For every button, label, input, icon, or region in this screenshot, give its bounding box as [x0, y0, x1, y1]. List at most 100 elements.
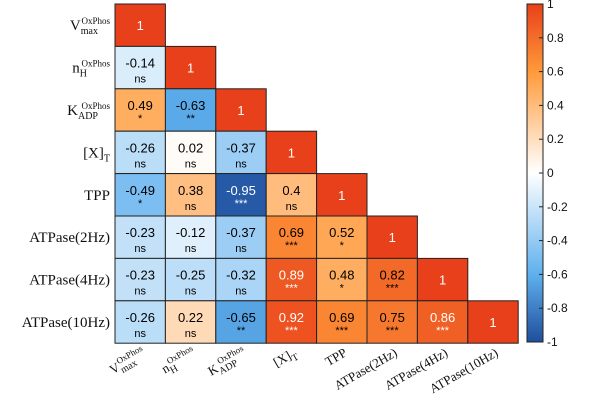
- cell-5-3: [265, 215, 318, 259]
- value-label-4-1: 0.38: [178, 183, 203, 198]
- colorbar-tick-label-4: 0.2: [547, 132, 564, 146]
- value-label-2-0: 0.49: [128, 98, 153, 113]
- significance-label-3-1: ns: [185, 158, 197, 170]
- cell-7-0: [114, 300, 166, 344]
- significance-label-5-4: *: [340, 240, 345, 252]
- cell-7-7: [467, 300, 519, 344]
- significance-label-7-6: ***: [436, 325, 450, 337]
- row-label-4: TPP: [84, 188, 110, 204]
- cell-5-1: [164, 215, 217, 259]
- value-label-6-0: -0.23: [125, 268, 155, 283]
- colorbar-tick-label-10: -1: [547, 335, 558, 349]
- value-label-1-0: -0.14: [125, 56, 155, 71]
- column-label-3: [X]T: [270, 345, 300, 374]
- colorbar-tick-label-6: -0.2: [547, 200, 568, 214]
- column-label-4: TPP: [322, 345, 349, 369]
- colorbar-tick-label-9: -0.8: [547, 301, 568, 315]
- value-label-3-2: -0.37: [226, 140, 256, 155]
- significance-label-4-1: ns: [185, 201, 197, 213]
- colorbar-tick-label-3: 0.4: [547, 98, 564, 112]
- value-label-3-0: -0.26: [125, 140, 155, 155]
- cell-7-2: [215, 300, 267, 344]
- value-label-6-1: -0.25: [176, 268, 206, 283]
- row-labels: VmaxOxPhos nHOxPhos KADPOxPhos [X]T TPP ATPas…: [22, 16, 111, 331]
- value-label-7-3: 0.92: [279, 310, 304, 325]
- row-label-1: nHOxPhos: [72, 59, 110, 80]
- significance-label-4-3: ns: [286, 201, 298, 213]
- cell-4-3: [265, 173, 318, 217]
- cell-4-1: [164, 173, 217, 217]
- significance-label-5-3: ***: [285, 240, 299, 252]
- cell-7-6: [416, 300, 469, 344]
- value-label-4-3: 0.4: [282, 183, 300, 198]
- colorbar-tick-label-8: -0.6: [547, 267, 568, 281]
- significance-label-7-1: ns: [185, 328, 197, 340]
- significance-label-7-0: ns: [134, 328, 146, 340]
- cell-6-5: [366, 257, 418, 302]
- significance-label-2-1: **: [186, 113, 195, 125]
- colorbar-tick-label-5: 0: [547, 166, 554, 180]
- column-label-2: KADPOxPhos: [204, 343, 251, 382]
- significance-label-7-3: ***: [285, 325, 299, 337]
- cell-5-4: [316, 215, 368, 259]
- value-label-5-2: -0.37: [226, 225, 256, 240]
- cell-6-6: [416, 257, 469, 302]
- row-label-0: VmaxOxPhos: [70, 16, 111, 37]
- significance-label-5-1: ns: [185, 243, 197, 255]
- significance-label-7-5: ***: [386, 325, 400, 337]
- cell-5-5: [366, 215, 418, 259]
- colorbar-tick-label-2: 0.6: [547, 65, 564, 79]
- column-label-0: VmaxOxPhos: [106, 343, 150, 381]
- significance-label-5-0: ns: [134, 243, 146, 255]
- value-label-7-5: 0.75: [380, 310, 405, 325]
- value-label-3-1: 0.02: [178, 140, 203, 155]
- significance-label-6-5: ***: [386, 283, 400, 295]
- value-label-5-1: -0.12: [176, 225, 206, 240]
- value-label-6-6: 1: [439, 273, 446, 288]
- cell-1-0: [114, 45, 166, 90]
- cell-1-1: [164, 45, 217, 90]
- colorbar-tick-label-0: 1: [547, 0, 554, 11]
- value-label-4-2: -0.95: [226, 183, 256, 198]
- value-label-5-3: 0.69: [279, 225, 304, 240]
- cell-3-3: [265, 130, 318, 175]
- significance-label-1-0: ns: [134, 74, 146, 86]
- colorbar-tick-label-7: -0.4: [547, 234, 568, 248]
- cell-2-2: [215, 88, 267, 132]
- row-label-2: KADPOxPhos: [67, 101, 110, 122]
- row-label-5: ATPase(2Hz): [29, 230, 110, 246]
- value-label-4-4: 1: [338, 188, 345, 203]
- cell-7-5: [366, 300, 418, 344]
- value-label-5-0: -0.23: [125, 225, 155, 240]
- row-label-6: ATPase(4Hz): [29, 273, 110, 289]
- value-label-4-0: -0.49: [125, 183, 155, 198]
- row-label-7: ATPase(10Hz): [22, 315, 110, 331]
- significance-label-6-0: ns: [134, 286, 146, 298]
- cell-0-0: [114, 3, 166, 47]
- significance-label-6-1: ns: [185, 286, 197, 298]
- row-label-3: [X]T: [83, 145, 110, 164]
- value-label-6-2: -0.32: [226, 268, 256, 283]
- cell-5-2: [215, 215, 267, 259]
- significance-label-5-2: ns: [235, 243, 247, 255]
- significance-label-6-3: ***: [285, 283, 299, 295]
- value-label-7-1: 0.22: [178, 310, 203, 325]
- value-label-7-2: -0.65: [226, 310, 256, 325]
- value-label-7-4: 0.69: [329, 310, 354, 325]
- value-label-7-7: 1: [489, 315, 496, 330]
- colorbar-tick-label-1: 0.8: [547, 31, 564, 45]
- colorbar-ticks: 1 0.8 0.6 0.4 0.2 0 -0.2 -0.4 -0.6 -0.8 -1: [539, 0, 568, 349]
- value-label-2-2: 1: [237, 103, 244, 118]
- significance-label-4-2: ***: [235, 198, 249, 210]
- significance-label-6-2: ns: [235, 286, 247, 298]
- value-label-1-1: 1: [187, 61, 194, 76]
- significance-label-3-2: ns: [235, 158, 247, 170]
- cell-5-0: [114, 215, 166, 259]
- significance-label-3-0: ns: [134, 158, 146, 170]
- cell-6-0: [114, 257, 166, 302]
- value-label-2-1: -0.63: [176, 98, 206, 113]
- value-label-0-0: 1: [137, 18, 144, 33]
- significance-label-7-4: ***: [335, 325, 349, 337]
